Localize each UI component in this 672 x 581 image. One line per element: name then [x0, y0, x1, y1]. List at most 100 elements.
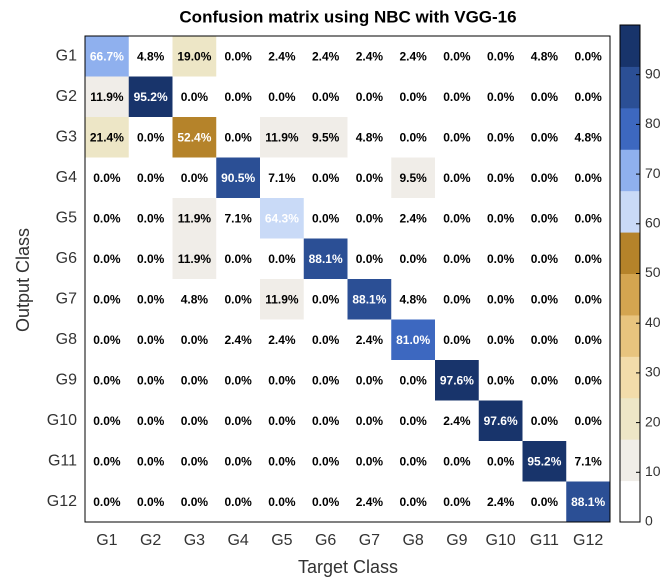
cell	[303, 238, 348, 280]
cell	[128, 36, 173, 77]
cell-label: 0.0%	[224, 454, 252, 468]
cell	[303, 198, 348, 239]
cell	[128, 319, 173, 361]
cell	[303, 360, 348, 401]
cell-label: 11.9%	[178, 252, 212, 266]
cell	[391, 157, 436, 199]
cell	[478, 157, 523, 199]
cell	[522, 198, 567, 239]
cell-label: 0.0%	[399, 373, 427, 387]
cell	[260, 481, 305, 523]
cell	[128, 198, 173, 239]
cell	[522, 279, 567, 320]
cell-label: 0.0%	[224, 495, 252, 509]
colorbar-tick-label: 40	[645, 314, 661, 330]
cell-label: 0.0%	[312, 454, 340, 468]
cell	[566, 279, 611, 320]
cell-label: 9.5%	[399, 171, 427, 185]
colorbar-band	[620, 107, 640, 150]
x-tick-label: G6	[315, 532, 336, 549]
cell-label: 0.0%	[356, 211, 384, 225]
cell	[566, 400, 611, 442]
cell	[347, 198, 392, 239]
cell-label: 0.0%	[487, 252, 515, 266]
x-tick-label: G3	[184, 532, 205, 549]
colorbar-band	[620, 397, 640, 440]
cell-label: 81.0%	[396, 333, 430, 347]
cell-label: 7.1%	[268, 171, 296, 185]
cell-label: 0.0%	[487, 333, 515, 347]
cell	[128, 76, 173, 118]
cell-label: 2.4%	[399, 49, 427, 63]
cell	[303, 157, 348, 199]
cell	[85, 400, 130, 442]
cell	[85, 279, 130, 320]
cell	[435, 400, 480, 442]
cell-label: 0.0%	[93, 454, 121, 468]
cell	[172, 198, 217, 239]
cell-label: 2.4%	[356, 49, 384, 63]
cell-label: 0.0%	[181, 333, 209, 347]
cell	[172, 76, 217, 118]
cell	[303, 279, 348, 320]
cell	[303, 117, 348, 158]
colorbar-tick-label: 10	[645, 463, 661, 479]
cell	[435, 36, 480, 77]
cell-label: 0.0%	[574, 49, 602, 63]
cell-label: 0.0%	[574, 333, 602, 347]
colorbar-tick-label: 20	[645, 413, 661, 429]
cell	[216, 76, 261, 118]
cell-label: 0.0%	[137, 373, 165, 387]
cell	[391, 117, 436, 158]
cell	[478, 117, 523, 158]
cell	[347, 238, 392, 280]
cell-label: 7.1%	[574, 454, 602, 468]
cell-label: 0.0%	[356, 171, 384, 185]
cell-label: 95.2%	[134, 90, 168, 104]
cell-label: 2.4%	[268, 49, 296, 63]
cell	[85, 76, 130, 118]
colorbar-tick-label: 80	[645, 115, 661, 131]
cell-label: 0.0%	[356, 90, 384, 104]
y-tick-label: G10	[47, 412, 77, 429]
cell-label: 7.1%	[224, 211, 252, 225]
cell	[172, 157, 217, 199]
cell-label: 2.4%	[443, 414, 471, 428]
cell	[566, 441, 611, 482]
cell-label: 0.0%	[268, 90, 296, 104]
cell-label: 0.0%	[487, 171, 515, 185]
cell	[260, 319, 305, 361]
cell	[522, 117, 567, 158]
cell-label: 0.0%	[399, 414, 427, 428]
cell	[172, 238, 217, 280]
colorbar-band	[620, 439, 640, 482]
cell	[85, 198, 130, 239]
cell-label: 0.0%	[443, 90, 471, 104]
cell-label: 0.0%	[224, 252, 252, 266]
cell	[566, 117, 611, 158]
cell	[435, 319, 480, 361]
cell-label: 0.0%	[137, 454, 165, 468]
cell-label: 0.0%	[224, 130, 252, 144]
colorbar-tick-label: 60	[645, 215, 661, 231]
colorbar-band	[620, 149, 640, 192]
cell	[347, 481, 392, 523]
colorbar-band	[620, 25, 640, 67]
x-tick-label: G12	[573, 532, 603, 549]
cell-label: 0.0%	[487, 90, 515, 104]
cell-label: 0.0%	[93, 373, 121, 387]
cell-label: 0.0%	[224, 49, 252, 63]
cell	[435, 279, 480, 320]
y-axis-label: Output Class	[13, 228, 33, 332]
colorbar-tick-label: 70	[645, 165, 661, 181]
colorbar-tick-label: 90	[645, 65, 661, 81]
cell	[522, 360, 567, 401]
cell-label: 0.0%	[224, 414, 252, 428]
cell-label: 0.0%	[443, 49, 471, 63]
y-tick-label: G7	[56, 290, 77, 307]
cell	[566, 238, 611, 280]
y-tick-label: G1	[56, 47, 77, 64]
cell-label: 0.0%	[399, 495, 427, 509]
cell	[216, 117, 261, 158]
cell	[260, 279, 305, 320]
